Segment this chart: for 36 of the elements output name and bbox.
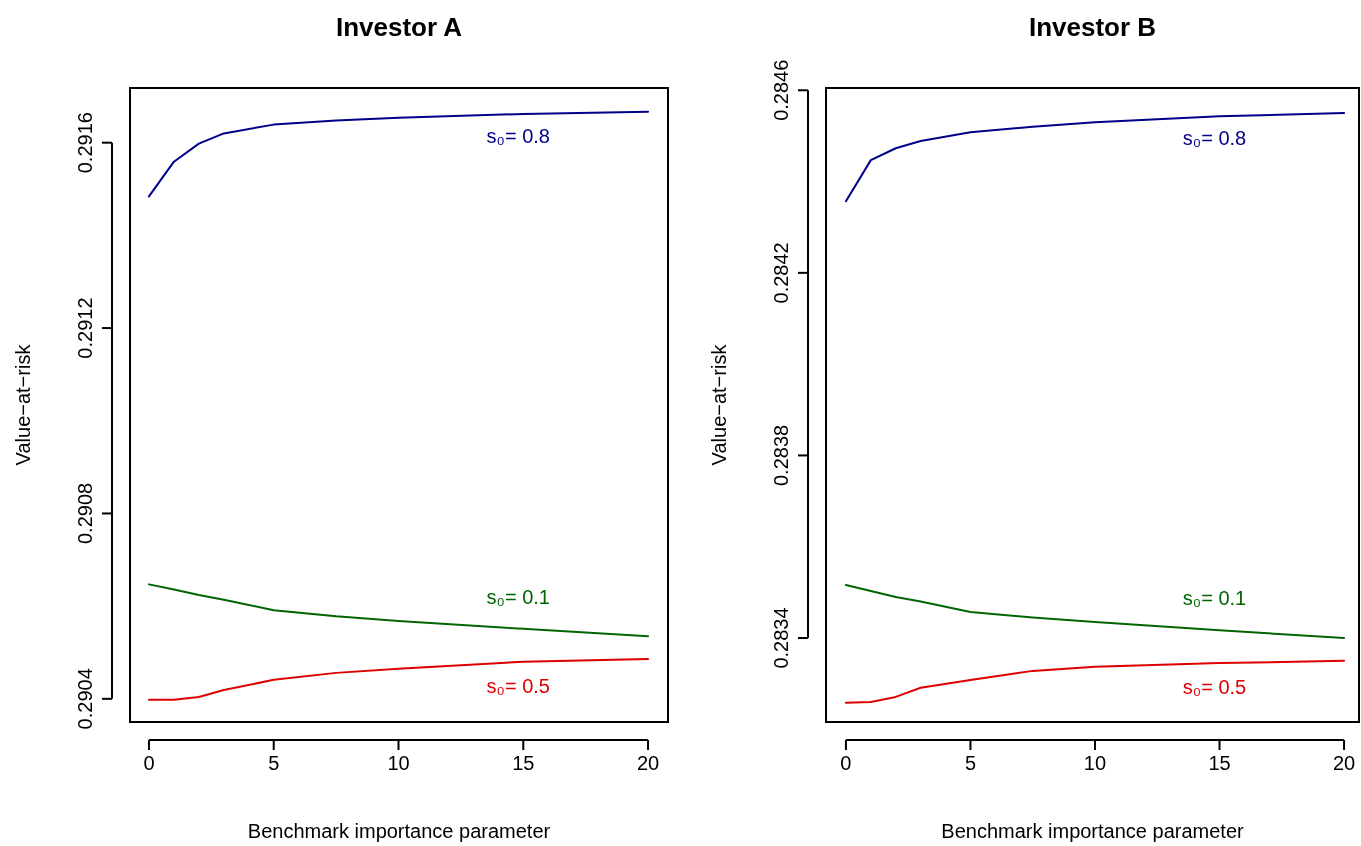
y-axis-title: Value−at−risk bbox=[708, 343, 730, 466]
annotation: s₀= 0.5 bbox=[486, 674, 550, 697]
x-tick-label: 0 bbox=[143, 752, 155, 774]
y-axis-title: Value−at−risk bbox=[12, 343, 34, 466]
x-tick-label: 20 bbox=[1332, 752, 1356, 774]
y-tick-label: 0.2908 bbox=[74, 482, 96, 545]
line-series bbox=[844, 659, 1346, 704]
annotation: s₀= 0.8 bbox=[486, 124, 550, 147]
y-tick-label: 0.2904 bbox=[74, 668, 96, 730]
x-tick-label: 10 bbox=[387, 752, 410, 774]
line-series bbox=[844, 584, 1346, 640]
y-tick-label: 0.2842 bbox=[770, 242, 792, 304]
x-axis-title: Benchmark importance parameter bbox=[247, 820, 551, 842]
y-tick-label: 0.2916 bbox=[74, 112, 96, 174]
x-tick-label: 20 bbox=[636, 752, 660, 774]
annotation: s₀= 0.8 bbox=[1182, 127, 1247, 150]
annotation: s₀= 0.1 bbox=[486, 585, 550, 608]
line-series bbox=[844, 112, 1346, 203]
line-series bbox=[147, 657, 650, 701]
annotation: s₀= 0.5 bbox=[1182, 676, 1247, 699]
y-tick-label: 0.2834 bbox=[770, 607, 792, 669]
x-tick-label: 5 bbox=[964, 752, 977, 774]
chart-title: Investor B bbox=[1028, 12, 1157, 42]
x-axis-title: Benchmark importance parameter bbox=[941, 820, 1245, 842]
x-tick-label: 0 bbox=[840, 752, 852, 774]
annotation: s₀= 0.1 bbox=[1182, 587, 1247, 610]
x-tick-label: 10 bbox=[1083, 752, 1107, 774]
y-tick-label: 0.2838 bbox=[770, 424, 792, 487]
y-tick-label: 0.2912 bbox=[74, 297, 96, 359]
x-tick-label: 15 bbox=[1208, 752, 1231, 774]
line-series bbox=[147, 583, 650, 638]
x-tick-label: 15 bbox=[512, 752, 535, 774]
line-series bbox=[147, 110, 650, 198]
y-tick-label: 0.2846 bbox=[770, 59, 792, 121]
chart-title: Investor A bbox=[335, 12, 463, 42]
x-tick-label: 5 bbox=[268, 752, 280, 774]
